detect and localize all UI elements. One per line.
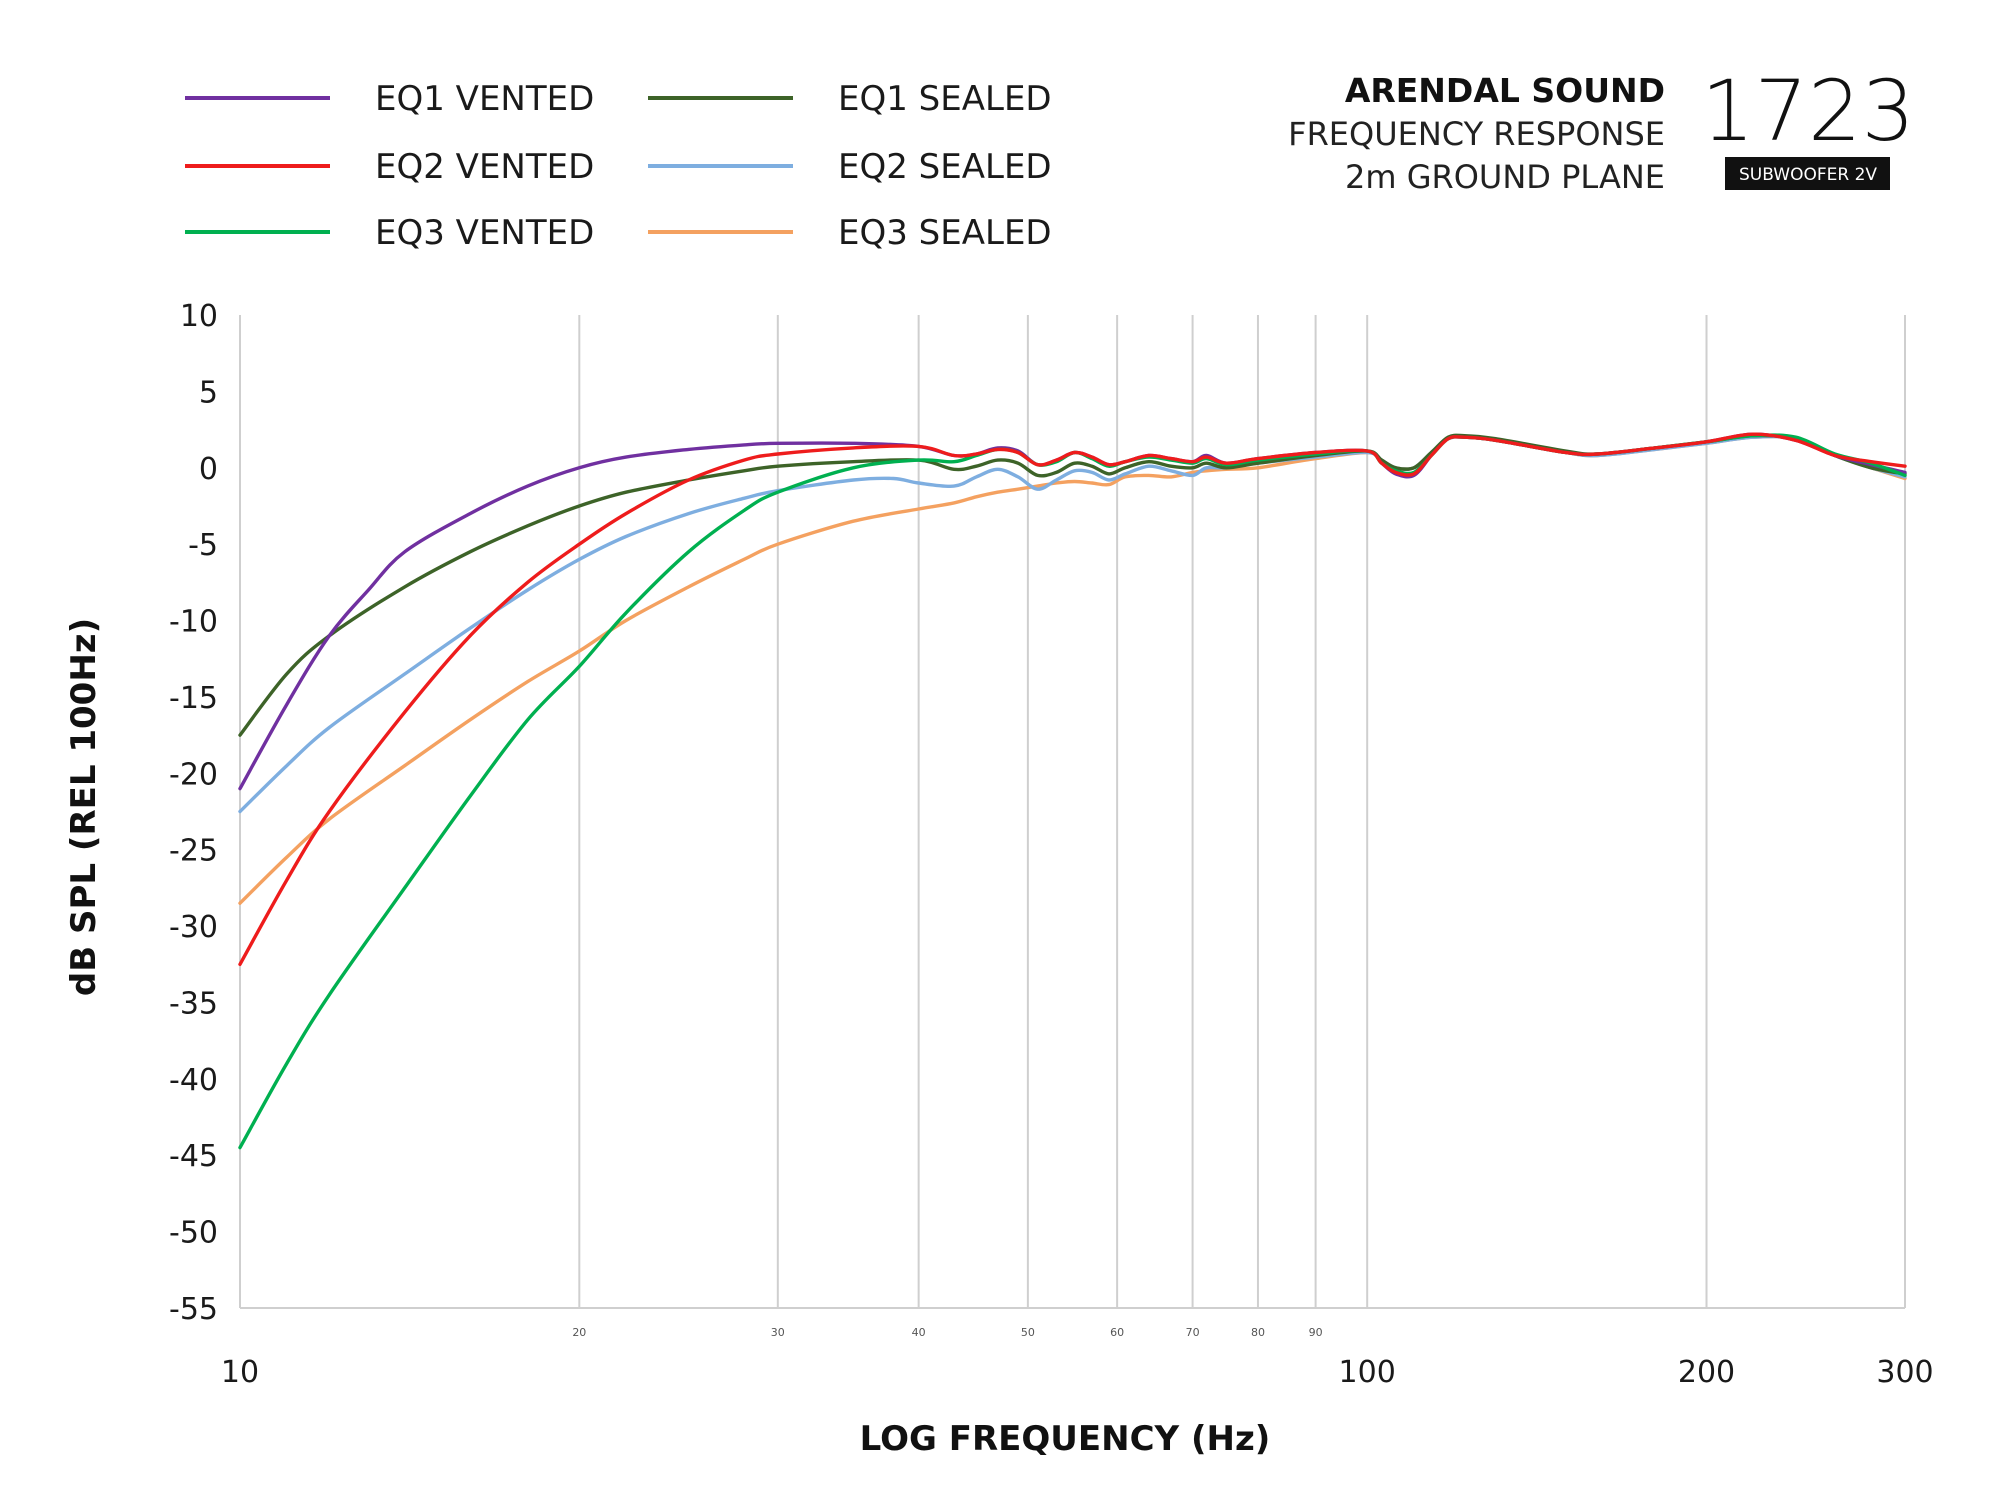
legend-label: EQ2 SEALED bbox=[838, 147, 1052, 187]
brand-subtitle-line1: FREQUENCY RESPONSE bbox=[1288, 115, 1665, 153]
x-axis-ticks: 10 100 200 300 20 30 40 50 60 70 80 90 bbox=[221, 1326, 1934, 1390]
x-tick-label-major: 200 bbox=[1678, 1355, 1735, 1390]
y-tick-label: -15 bbox=[169, 681, 218, 716]
y-tick-label: -10 bbox=[169, 605, 218, 640]
x-tick-label-minor: 80 bbox=[1251, 1326, 1265, 1339]
x-tick-label-minor: 40 bbox=[912, 1326, 926, 1339]
y-tick-label: -20 bbox=[169, 757, 218, 792]
y-axis-ticks: 10 5 0 -5 -10 -15 -20 -25 -30 -35 -40 -45 -50 -55 bbox=[169, 299, 218, 1327]
legend: EQ1 VENTED EQ2 VENTED EQ3 VENTED EQ1 SEALED… bbox=[185, 79, 1052, 253]
legend-label: EQ2 VENTED bbox=[375, 147, 594, 187]
legend-label: EQ1 SEALED bbox=[838, 79, 1052, 119]
x-tick-label-minor: 30 bbox=[771, 1326, 785, 1339]
y-tick-label: -5 bbox=[188, 528, 218, 563]
model-badge bbox=[1725, 157, 1890, 190]
x-tick-label-minor: 90 bbox=[1309, 1326, 1323, 1339]
y-tick-label: 0 bbox=[199, 452, 218, 487]
brand-subtitle-line2: 2m GROUND PLANE bbox=[1345, 158, 1665, 196]
legend-label: EQ3 SEALED bbox=[838, 213, 1052, 253]
x-tick-label-minor: 20 bbox=[572, 1326, 586, 1339]
y-tick-label: 5 bbox=[199, 375, 218, 410]
y-tick-label: -40 bbox=[169, 1063, 218, 1098]
y-tick-label: -30 bbox=[169, 910, 218, 945]
y-tick-label: -50 bbox=[169, 1216, 218, 1251]
legend-label: EQ3 VENTED bbox=[375, 213, 594, 253]
legend-label: EQ1 VENTED bbox=[375, 79, 594, 119]
x-tick-label-minor: 60 bbox=[1110, 1326, 1124, 1339]
plot-grid bbox=[578, 315, 1708, 1308]
x-tick-label-major: 300 bbox=[1876, 1355, 1933, 1390]
series-line-eq2-vented bbox=[238, 432, 1907, 966]
y-tick-label: -25 bbox=[169, 834, 218, 869]
model-number: 1723 bbox=[1701, 62, 1915, 160]
series-line-eq1-vented bbox=[238, 432, 1907, 791]
y-tick-label: -55 bbox=[169, 1292, 218, 1327]
y-tick-label: -35 bbox=[169, 986, 218, 1021]
y-tick-label: 10 bbox=[180, 299, 218, 334]
y-axis-label: dB SPL (REL 100Hz) bbox=[64, 618, 104, 996]
series-line-eq2-sealed bbox=[238, 434, 1907, 814]
x-axis-label: LOG FREQUENCY (Hz) bbox=[860, 1419, 1271, 1459]
brand-name: ARENDAL SOUND bbox=[1345, 71, 1665, 110]
x-tick-label-major: 10 bbox=[221, 1355, 259, 1390]
model-badge-label: SUBWOOFER 2V bbox=[1739, 165, 1877, 185]
x-tick-label-minor: 50 bbox=[1021, 1326, 1035, 1339]
x-tick-label-minor: 70 bbox=[1186, 1326, 1200, 1339]
x-tick-label-major: 100 bbox=[1339, 1355, 1396, 1390]
series-lines bbox=[238, 432, 1907, 1150]
series-line-eq3-sealed bbox=[238, 434, 1907, 905]
y-tick-label: -45 bbox=[169, 1139, 218, 1174]
